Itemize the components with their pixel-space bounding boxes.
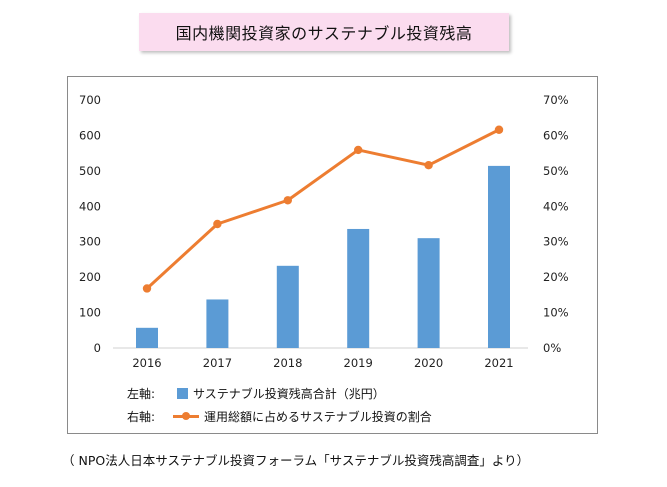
left-axis-tick-label: 600 [79, 128, 101, 142]
bar-series [136, 165, 510, 348]
x-axis-label-2018: 2018 [273, 356, 302, 370]
line-point-2018 [283, 196, 292, 205]
line-point-2021 [494, 125, 504, 134]
right-axis-tick-label: 0% [543, 341, 561, 355]
right-axis-tick-label: 70% [543, 93, 569, 107]
line-series-path [145, 128, 500, 290]
legend-left-axis-label: 左軸: [127, 386, 156, 401]
right-axis-tick-label: 10% [543, 306, 569, 320]
left-axis-tick-label: 100 [79, 306, 101, 320]
left-axis-tick-label: 700 [79, 93, 101, 107]
legend-line-row: 右軸: 運用総額に占めるサステナブル投資の割合 [127, 407, 432, 425]
right-axis-tick-label: 50% [543, 164, 569, 178]
x-axis-label-2020: 2020 [414, 356, 443, 370]
line-point-2016 [142, 284, 152, 293]
bar-2017 [206, 299, 229, 348]
left-axis-tick-label: 500 [79, 164, 101, 178]
line-point-2017 [213, 219, 222, 229]
legend-right-axis-label: 右軸: [127, 409, 156, 424]
legend-bar-row: 左軸: サステナブル投資残高合計（兆円） [127, 384, 385, 402]
left-axis-tick-label: 0 [94, 341, 101, 355]
line-point-2020 [424, 160, 433, 170]
chart-title-box: 国内機関投資家のサステナブル投資残高 [139, 13, 509, 51]
x-axis-label-2019: 2019 [344, 356, 373, 370]
bar-2016 [136, 327, 158, 348]
legend-bar-label: サステナブル投資残高合計（兆円） [193, 386, 385, 401]
left-axis-tick-label: 300 [79, 235, 101, 249]
bar-2018 [276, 265, 299, 348]
right-axis-tick-label: 60% [543, 128, 569, 142]
chart-title: 国内機関投資家のサステナブル投資残高 [175, 24, 473, 43]
right-axis-ticks: 0% 10% 20% 30% 40% 50% 60% 70% [543, 93, 569, 355]
x-axis-label-2017: 2017 [203, 356, 232, 370]
x-axis-labels: 2016 2017 2018 2019 2020 2021 [132, 356, 513, 370]
x-axis-label-2016: 2016 [132, 356, 161, 370]
legend-bar-swatch [177, 387, 188, 399]
bar-2021 [488, 165, 510, 348]
line-series-markers [142, 125, 504, 293]
bar-2019 [347, 228, 370, 348]
source-note: （ NPO法人日本サステナブル投資フォーラム「サステナブル投資残高調査」より） [62, 453, 530, 468]
right-axis-tick-label: 40% [543, 199, 569, 213]
left-axis-ticks: 0 100 200 300 400 500 600 700 [79, 93, 101, 355]
right-axis-tick-label: 30% [543, 235, 569, 249]
line-point-2019 [354, 145, 363, 155]
legend-line-label: 運用総額に占めるサステナブル投資の割合 [204, 409, 432, 424]
right-axis-tick-label: 20% [543, 270, 569, 284]
x-axis-label-2021: 2021 [484, 356, 513, 370]
legend-line-swatch [173, 411, 199, 422]
bar-2020 [417, 238, 440, 348]
left-axis-tick-label: 400 [79, 199, 101, 213]
left-axis-tick-label: 200 [79, 270, 101, 284]
